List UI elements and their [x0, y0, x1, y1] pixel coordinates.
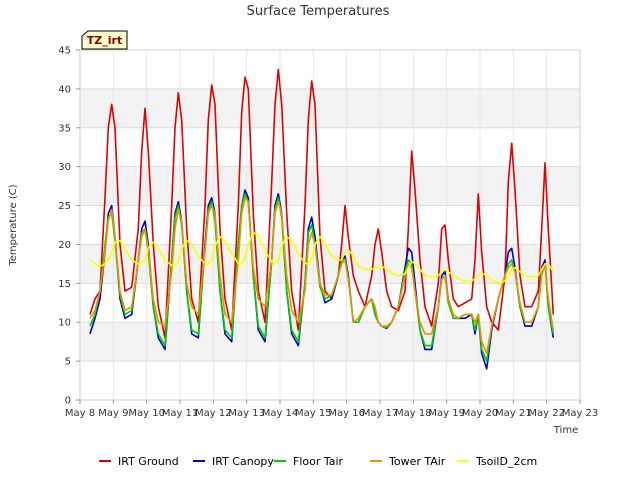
x-tick-label: May 12 — [195, 408, 232, 419]
x-tick-label: May 16 — [328, 408, 365, 419]
x-tick-label: May 20 — [462, 408, 499, 419]
y-tick-label: 40 — [58, 84, 71, 95]
plot-band — [80, 244, 580, 284]
x-tick-label: May 8 — [65, 408, 95, 419]
legend-label: Floor Tair — [293, 455, 344, 468]
legend-label: IRT Ground — [118, 455, 179, 468]
legend-label: Tower TAir — [388, 455, 446, 468]
x-tick-label: May 14 — [262, 408, 299, 419]
chart-title: Surface Temperatures — [247, 4, 390, 19]
x-tick-label: May 10 — [128, 408, 165, 419]
x-tick-label: May 23 — [562, 408, 599, 419]
y-tick-label: 45 — [58, 46, 71, 57]
y-tick-label: 5 — [65, 357, 71, 368]
legend-label: TsoilD_2cm — [475, 455, 537, 468]
y-tick-label: 10 — [58, 318, 71, 329]
y-tick-label: 0 — [65, 396, 71, 407]
site-tag-label: TZ_irt — [87, 34, 122, 47]
series-line-floor-tair — [89, 193, 555, 362]
legend-label: IRT Canopy — [212, 455, 274, 468]
legend: IRT Ground IRT Canopy Floor Tair Tower TAir… — [99, 455, 537, 468]
x-axis-label: Time — [553, 425, 578, 436]
plot-band — [80, 166, 580, 206]
plot-band — [80, 50, 580, 89]
series-line-tsoild-2cm — [89, 232, 554, 285]
x-tick-label: May 21 — [495, 408, 532, 419]
y-axis-ticks: 0 5 10 15 20 25 30 35 40 45 — [58, 46, 80, 407]
legend-item: Tower TAir — [370, 455, 446, 468]
x-tick-label: May 9 — [98, 408, 128, 419]
y-axis-label: Temperature (C) — [8, 184, 19, 266]
legend-item: IRT Ground — [99, 455, 179, 468]
series-line-tower-tair — [89, 197, 555, 355]
x-tick-label: May 13 — [228, 408, 265, 419]
plot-band — [80, 322, 580, 362]
legend-item: Floor Tair — [274, 455, 344, 468]
grid-lines — [79, 49, 581, 401]
plot-frame — [79, 49, 581, 401]
series-lines — [89, 68, 555, 370]
plot-background-bands — [80, 50, 580, 400]
legend-item: TsoilD_2cm — [457, 455, 537, 468]
y-tick-label: 25 — [58, 201, 71, 212]
plot-band — [80, 205, 580, 245]
legend-item: IRT Canopy — [193, 455, 274, 468]
site-tag-badge: TZ_irt — [81, 30, 128, 50]
x-tick-label: May 15 — [295, 408, 332, 419]
y-tick-label: 20 — [58, 240, 71, 251]
x-tick-label: May 19 — [428, 408, 465, 419]
x-tick-label: May 11 — [162, 408, 199, 419]
plot-band — [80, 361, 580, 400]
x-tick-label: May 18 — [395, 408, 432, 419]
y-tick-label: 30 — [58, 162, 71, 173]
x-tick-label: May 17 — [362, 408, 399, 419]
plot-band — [80, 88, 580, 128]
y-tick-label: 15 — [58, 279, 71, 290]
x-tick-label: May 22 — [528, 408, 565, 419]
y-tick-label: 35 — [58, 123, 71, 134]
plot-band — [80, 127, 580, 167]
